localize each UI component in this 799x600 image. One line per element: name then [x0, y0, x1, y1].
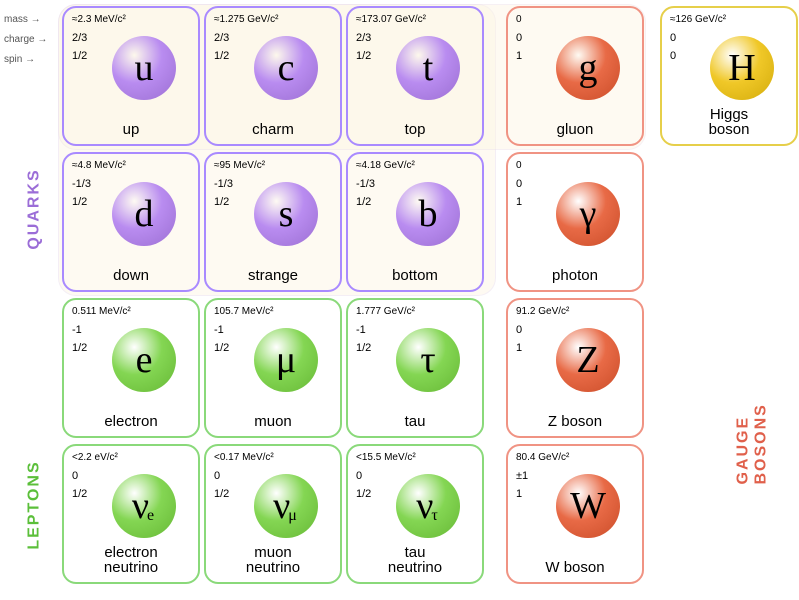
mass-value: ≈95 MeV/c² — [214, 160, 336, 171]
leptons-label: LEPTONS — [26, 460, 44, 549]
particle-name: strange — [206, 268, 340, 284]
particle-symbol: ντ — [396, 474, 460, 538]
particle-electron-neutrino: <2.2 eV/c²01/2νeelectronneutrino — [62, 444, 200, 584]
particle-symbol: d — [112, 182, 176, 246]
particle-electron: 0.511 MeV/c²-11/2eelectron — [62, 298, 200, 438]
particle-name: muonneutrino — [206, 545, 340, 577]
mass-value: 91.2 GeV/c² — [516, 306, 638, 317]
particle-photon: 001γphoton — [506, 152, 644, 292]
particle-symbol: Z — [556, 328, 620, 392]
label-mass: mass → — [4, 14, 47, 25]
particle-muon-neutrino: <0.17 MeV/c²01/2νμmuonneutrino — [204, 444, 342, 584]
particle-symbol: t — [396, 36, 460, 100]
particle-down: ≈4.8 MeV/c²-1/31/2ddown — [62, 152, 200, 292]
mass-value: ≈2.3 MeV/c² — [72, 14, 194, 25]
mass-value: 1.777 GeV/c² — [356, 306, 478, 317]
particle-name: bottom — [348, 268, 482, 284]
mass-value: <2.2 eV/c² — [72, 452, 194, 463]
label-spin: spin → — [4, 54, 47, 65]
mass-value: ≈4.8 MeV/c² — [72, 160, 194, 171]
particle-top: ≈173.07 GeV/c²2/31/2ttop — [346, 6, 484, 146]
quarks-label: QUARKS — [26, 168, 44, 249]
mass-value: ≈1.275 GeV/c² — [214, 14, 336, 25]
particle-name: charm — [206, 122, 340, 138]
particle-symbol: νμ — [254, 474, 318, 538]
particle-name: Z boson — [508, 414, 642, 430]
mass-value: 0.511 MeV/c² — [72, 306, 194, 317]
mass-value: ≈173.07 GeV/c² — [356, 14, 478, 25]
particle-symbol: τ — [396, 328, 460, 392]
mass-value: 80.4 GeV/c² — [516, 452, 638, 463]
particle-name: electronneutrino — [64, 545, 198, 577]
particle-name: electron — [64, 414, 198, 430]
particle-name: Higgsboson — [662, 107, 796, 139]
particle-symbol: H — [710, 36, 774, 100]
particle-symbol: e — [112, 328, 176, 392]
particle-name: up — [64, 122, 198, 138]
particle-charm: ≈1.275 GeV/c²2/31/2ccharm — [204, 6, 342, 146]
particle-grid: ≈2.3 MeV/c²2/31/2uup≈1.275 GeV/c²2/31/2c… — [62, 6, 798, 584]
mass-value: ≈126 GeV/c² — [670, 14, 792, 25]
particle-name: gluon — [508, 122, 642, 138]
particle-name: down — [64, 268, 198, 284]
particle-Higgs-boson: ≈126 GeV/c²00HHiggsboson — [660, 6, 798, 146]
particle-up: ≈2.3 MeV/c²2/31/2uup — [62, 6, 200, 146]
particle-name: tauneutrino — [348, 545, 482, 577]
particle-symbol: νe — [112, 474, 176, 538]
particle-Z-boson: 91.2 GeV/c²01ZZ boson — [506, 298, 644, 438]
particle-symbol: W — [556, 474, 620, 538]
particle-tau-neutrino: <15.5 MeV/c²01/2ντtauneutrino — [346, 444, 484, 584]
particle-name: photon — [508, 268, 642, 284]
particle-symbol: u — [112, 36, 176, 100]
mass-value: 105.7 MeV/c² — [214, 306, 336, 317]
mass-value: 0 — [516, 160, 638, 171]
particle-symbol: g — [556, 36, 620, 100]
mass-value: <15.5 MeV/c² — [356, 452, 478, 463]
particle-name: top — [348, 122, 482, 138]
particle-name: tau — [348, 414, 482, 430]
mass-value: ≈4.18 GeV/c² — [356, 160, 478, 171]
particle-symbol: c — [254, 36, 318, 100]
particle-strange: ≈95 MeV/c²-1/31/2sstrange — [204, 152, 342, 292]
mass-value: 0 — [516, 14, 638, 25]
label-charge: charge → — [4, 34, 47, 45]
particle-W-boson: 80.4 GeV/c²±11WW boson — [506, 444, 644, 584]
particle-symbol: s — [254, 182, 318, 246]
particle-symbol: b — [396, 182, 460, 246]
particle-gluon: 001ggluon — [506, 6, 644, 146]
particle-name: muon — [206, 414, 340, 430]
mass-value: <0.17 MeV/c² — [214, 452, 336, 463]
particle-muon: 105.7 MeV/c²-11/2μmuon — [204, 298, 342, 438]
property-labels: mass → charge → spin → — [4, 14, 47, 74]
particle-symbol: γ — [556, 182, 620, 246]
particle-tau: 1.777 GeV/c²-11/2τtau — [346, 298, 484, 438]
particle-symbol: μ — [254, 328, 318, 392]
particle-bottom: ≈4.18 GeV/c²-1/31/2bbottom — [346, 152, 484, 292]
particle-name: W boson — [508, 560, 642, 576]
